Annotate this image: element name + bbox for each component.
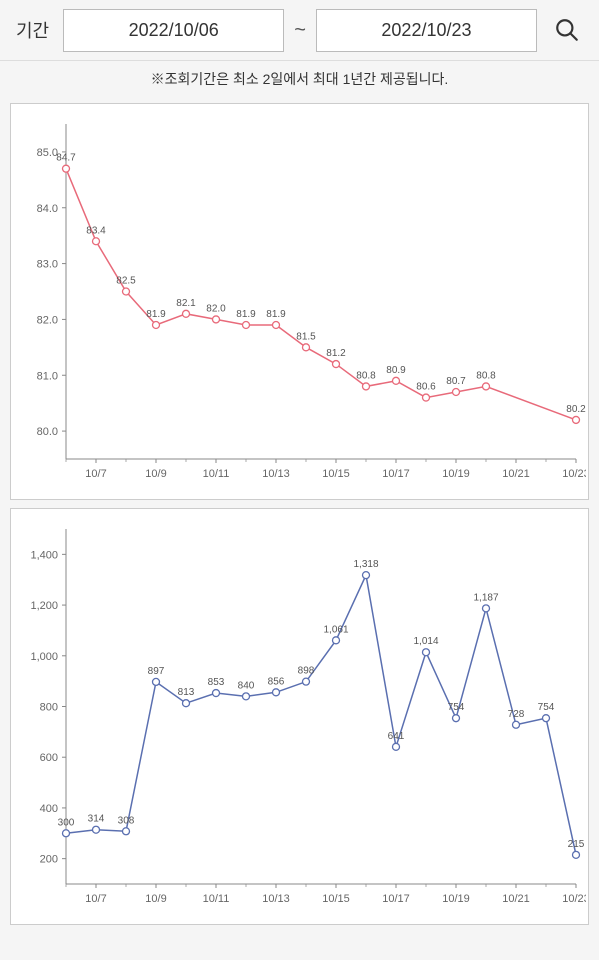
svg-text:84.0: 84.0: [37, 203, 58, 215]
svg-text:813: 813: [178, 687, 195, 698]
svg-text:81.5: 81.5: [296, 331, 316, 342]
svg-text:82.0: 82.0: [206, 303, 226, 314]
svg-text:898: 898: [298, 666, 315, 677]
svg-text:80.2: 80.2: [566, 404, 586, 415]
date-to-input[interactable]: 2022/10/23: [316, 9, 537, 52]
svg-text:1,014: 1,014: [413, 636, 438, 647]
svg-text:80.8: 80.8: [476, 370, 496, 381]
search-button[interactable]: [545, 8, 589, 52]
svg-text:82.0: 82.0: [37, 314, 58, 326]
svg-text:82.5: 82.5: [116, 276, 136, 287]
svg-text:10/17: 10/17: [382, 893, 410, 905]
svg-text:641: 641: [388, 731, 405, 742]
weight-chart: 80.0 81.0 82.0 83.0 84.0 85.0 10/7 10/9 10/11 10/…: [10, 103, 589, 500]
date-from-input[interactable]: 2022/10/06: [63, 9, 284, 52]
svg-text:10/21: 10/21: [502, 468, 530, 480]
svg-text:84.7: 84.7: [56, 153, 76, 164]
svg-text:85.0: 85.0: [37, 147, 58, 159]
svg-text:10/11: 10/11: [203, 893, 230, 905]
svg-text:80.0: 80.0: [37, 426, 58, 438]
svg-text:10/19: 10/19: [442, 893, 470, 905]
svg-text:1,318: 1,318: [353, 559, 378, 570]
svg-text:1,400: 1,400: [30, 549, 58, 561]
svg-text:81.2: 81.2: [326, 348, 346, 359]
svg-text:10/11: 10/11: [203, 468, 230, 480]
svg-text:1,061: 1,061: [323, 624, 348, 635]
svg-text:10/21: 10/21: [502, 893, 530, 905]
svg-text:314: 314: [88, 814, 105, 825]
svg-text:80.8: 80.8: [356, 370, 376, 381]
search-icon: [554, 17, 580, 43]
svg-text:81.9: 81.9: [236, 309, 256, 320]
svg-text:10/19: 10/19: [442, 468, 470, 480]
svg-text:10/13: 10/13: [262, 468, 290, 480]
svg-text:897: 897: [148, 666, 165, 677]
svg-text:600: 600: [40, 752, 58, 764]
svg-text:754: 754: [448, 702, 465, 713]
svg-text:10/23: 10/23: [562, 468, 586, 480]
svg-text:81.9: 81.9: [146, 309, 166, 320]
date-range-note: ※조회기간은 최소 2일에서 최대 1년간 제공됩니다.: [0, 61, 599, 99]
svg-text:840: 840: [238, 680, 255, 691]
svg-text:10/7: 10/7: [85, 468, 106, 480]
svg-text:10/13: 10/13: [262, 893, 290, 905]
svg-text:10/7: 10/7: [85, 893, 106, 905]
period-label: 기간: [10, 17, 55, 43]
svg-text:728: 728: [508, 709, 525, 720]
svg-text:10/17: 10/17: [382, 468, 410, 480]
svg-text:81.9: 81.9: [266, 309, 286, 320]
svg-text:10/9: 10/9: [145, 893, 166, 905]
svg-text:308: 308: [118, 815, 135, 826]
date-range-separator: ~: [292, 19, 308, 42]
svg-text:754: 754: [538, 702, 555, 713]
svg-text:80.6: 80.6: [416, 382, 436, 393]
calorie-chart: 200 400 600 800 1,000 1,200 1,400 10/7 10/9 10/11…: [10, 508, 589, 925]
svg-text:200: 200: [40, 854, 58, 866]
svg-text:83.4: 83.4: [86, 225, 106, 236]
svg-text:10/15: 10/15: [322, 468, 350, 480]
date-range-header: 기간 2022/10/06 ~ 2022/10/23: [0, 0, 599, 61]
svg-text:400: 400: [40, 803, 58, 815]
svg-text:215: 215: [568, 839, 585, 850]
svg-text:80.9: 80.9: [386, 365, 406, 376]
svg-text:10/23: 10/23: [562, 893, 586, 905]
svg-text:81.0: 81.0: [37, 370, 58, 382]
svg-text:1,187: 1,187: [473, 592, 498, 603]
svg-text:82.1: 82.1: [176, 298, 196, 309]
svg-text:800: 800: [40, 702, 58, 714]
svg-text:83.0: 83.0: [37, 259, 58, 271]
svg-text:10/15: 10/15: [322, 893, 350, 905]
svg-text:856: 856: [268, 676, 285, 687]
svg-text:853: 853: [208, 677, 225, 688]
svg-text:1,000: 1,000: [30, 651, 58, 663]
svg-text:1,200: 1,200: [30, 600, 58, 612]
svg-text:10/9: 10/9: [145, 468, 166, 480]
svg-text:300: 300: [58, 817, 75, 828]
svg-text:80.7: 80.7: [446, 376, 466, 387]
